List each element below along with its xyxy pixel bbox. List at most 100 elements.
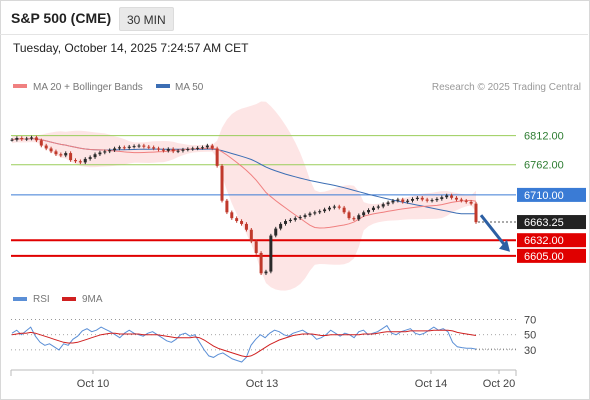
candle-body-61 (308, 213, 312, 216)
ma20-legend-swatch (13, 84, 27, 88)
level-label-4: 6632.00 (524, 235, 564, 247)
level-label-5: 6605.00 (524, 251, 564, 263)
price-plot-area: 6812.00 6762.00 6710.00 6663.25 6632.00 6605.… (10, 101, 586, 291)
candle-body-64 (323, 209, 327, 212)
forecast-arrow-head (499, 239, 510, 252)
candle-body-86 (430, 200, 434, 202)
rsi-level-label-0: 70 (524, 315, 536, 327)
rsi-level-label-2: 30 (524, 345, 536, 357)
candle-body-67 (337, 206, 341, 208)
candle-body-43 (220, 165, 224, 201)
candle-body-39 (200, 147, 204, 149)
candle-body-56 (284, 221, 288, 224)
candle-body-45 (230, 212, 234, 219)
candle-body-19 (103, 151, 107, 153)
x-tick-label-3: Oct 20 (483, 378, 515, 390)
candle-body-53 (269, 235, 273, 272)
candle-body-57 (288, 219, 292, 222)
candle-body-28 (147, 146, 151, 148)
candle-body-77 (386, 202, 390, 205)
candle-body-50 (254, 241, 258, 253)
candle-body-41 (210, 145, 214, 149)
level-tag-4 (517, 233, 586, 248)
candle-body-46 (235, 218, 239, 222)
candle-body-47 (240, 221, 244, 224)
rsi-ma-legend-swatch (62, 297, 76, 301)
candle-body-95 (474, 203, 478, 223)
candle-body-83 (415, 197, 419, 199)
candle-body-62 (313, 212, 317, 214)
level-label-2: 6710.00 (524, 190, 564, 202)
level-tag-3 (517, 215, 586, 230)
candle-body-49 (249, 229, 253, 242)
candle-body-94 (469, 201, 473, 204)
ma50-legend-label: MA 50 (175, 82, 204, 93)
rsi-plot-area: 70 50 30 (11, 315, 536, 363)
datetime-label: Tuesday, October 14, 2025 7:24:57 AM CET (13, 41, 249, 55)
level-tag-5 (517, 248, 586, 263)
candle-body-37 (191, 148, 195, 150)
candle-body-80 (401, 199, 405, 202)
rsi-legend-swatch (13, 297, 27, 301)
candle-body-84 (420, 197, 424, 200)
rsi-level-label-1: 50 (524, 330, 536, 342)
candle-body-58 (293, 218, 297, 220)
candle-body-82 (411, 198, 415, 201)
candle-body-25 (132, 146, 136, 148)
candle-body-29 (152, 147, 156, 149)
x-tick-label-0: Oct 10 (77, 378, 109, 390)
candle-body-12 (69, 153, 73, 161)
candle-body-0 (10, 139, 14, 141)
candle-body-9 (54, 151, 58, 155)
candle-body-6 (39, 140, 43, 146)
level-label-0: 6812.00 (524, 131, 564, 143)
candle-body-91 (454, 197, 458, 200)
candle-body-55 (279, 223, 283, 229)
candle-body-89 (445, 195, 449, 198)
x-axis: Oct 10 Oct 13 Oct 14 Oct 20 (10, 369, 517, 390)
candle-body-52 (264, 271, 268, 274)
candle-body-33 (171, 149, 175, 152)
timeframe-button[interactable]: 30 MIN (119, 7, 174, 31)
candle-body-75 (376, 206, 380, 208)
candle-body-14 (78, 161, 82, 163)
candle-body-42 (215, 148, 219, 166)
candle-body-31 (161, 149, 165, 151)
x-tick-label-1: Oct 13 (246, 378, 278, 390)
level-label-1: 6762.00 (524, 160, 564, 172)
candle-body-88 (440, 197, 444, 199)
candle-body-34 (176, 150, 180, 152)
candle-body-40 (205, 145, 209, 148)
candle-body-3 (25, 138, 29, 140)
rsi-legend-label: RSI (33, 294, 50, 305)
level-tag-2 (517, 187, 586, 202)
candle-body-92 (459, 199, 463, 201)
candle-body-26 (137, 145, 141, 147)
candle-body-65 (327, 207, 331, 210)
candle-body-70 (352, 218, 356, 220)
candle-body-7 (44, 145, 48, 149)
candle-body-85 (425, 199, 429, 201)
ma50-legend-swatch (156, 84, 170, 88)
candle-body-13 (73, 160, 77, 162)
ma20-legend-label: MA 20 + Bollinger Bands (33, 82, 143, 93)
candle-body-5 (34, 137, 38, 141)
candle-body-90 (450, 195, 454, 198)
candle-body-23 (122, 147, 126, 149)
candle-body-2 (20, 138, 24, 140)
candle-body-81 (406, 200, 410, 202)
candle-body-4 (30, 137, 34, 139)
candle-body-15 (83, 158, 87, 163)
candle-body-1 (15, 138, 19, 140)
candle-body-24 (127, 146, 131, 148)
candle-body-35 (181, 149, 185, 151)
candle-body-76 (381, 204, 385, 207)
candle-body-68 (342, 207, 346, 213)
candle-body-69 (347, 212, 351, 219)
candle-body-32 (166, 149, 170, 151)
candle-body-93 (464, 200, 468, 202)
candle-body-38 (196, 147, 200, 149)
bollinger-band (12, 101, 476, 291)
candle-body-79 (396, 199, 400, 201)
candle-body-22 (117, 147, 121, 149)
